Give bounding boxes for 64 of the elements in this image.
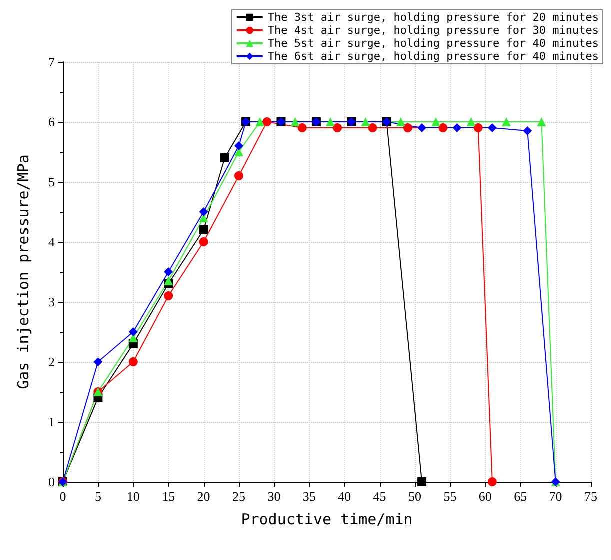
point (432, 118, 441, 126)
point (438, 124, 448, 132)
x-tick-label: 5 (94, 489, 102, 504)
point (523, 126, 532, 136)
point (502, 118, 512, 126)
point (403, 124, 412, 132)
point (418, 478, 427, 486)
point (368, 124, 378, 132)
y-tick-label: 4 (48, 234, 56, 250)
point (396, 118, 406, 126)
point (262, 118, 272, 126)
x-tick-label: 70 (549, 489, 562, 504)
x-tick-label: 0 (60, 489, 66, 504)
point (199, 238, 208, 246)
x-tick-label: 25 (232, 489, 246, 504)
x-tick-label: 55 (444, 489, 457, 504)
point (199, 208, 208, 216)
point (164, 268, 174, 276)
legend-label: The 3st air surge, holding pressure for 20 minutes (268, 11, 600, 24)
point (256, 118, 265, 126)
x-tick-label: 10 (126, 489, 140, 504)
x-tick-label: 40 (338, 489, 352, 504)
point (164, 292, 174, 300)
point (488, 478, 497, 486)
x-tick-label: 15 (162, 489, 176, 504)
legend-label: The 5st air surge, holding pressure for 40 minutes (268, 37, 600, 50)
point (128, 328, 138, 336)
y-tick-label: 0 (48, 474, 55, 490)
y-tick-label: 6 (48, 114, 56, 130)
y-tick-label: 3 (48, 294, 55, 310)
point (361, 118, 370, 126)
legend-label: The 6st air surge, holding pressure for 40 minutes (268, 50, 600, 63)
point (452, 124, 462, 132)
x-tick-label: 30 (268, 489, 281, 504)
point (466, 118, 476, 126)
x-tick-label: 50 (408, 489, 422, 504)
point (164, 276, 174, 286)
y-axis-title: Gas injection pressure/MPa (14, 154, 32, 390)
point (333, 124, 342, 132)
point (128, 358, 138, 366)
x-tick-label: 75 (584, 489, 598, 504)
point (94, 358, 103, 366)
y-tick-label: 5 (48, 174, 55, 190)
point (290, 118, 300, 126)
point (199, 226, 208, 234)
y-tick-label: 2 (48, 354, 55, 370)
point (488, 124, 497, 132)
point (234, 142, 244, 150)
point (537, 118, 546, 126)
point (418, 124, 427, 132)
x-tick-label: 45 (373, 489, 386, 504)
x-tick-label: 65 (514, 489, 528, 504)
point (326, 118, 336, 126)
legend-label: The 4st air surge, holding pressure for 30 minutes (268, 24, 600, 37)
point (234, 172, 244, 180)
point (298, 124, 307, 132)
point (220, 154, 230, 162)
point (474, 124, 483, 132)
y-tick-label: 1 (48, 414, 55, 430)
x-tick-label: 35 (302, 489, 316, 504)
x-tick-label: 60 (478, 489, 492, 504)
x-axis-title: Productive time/min (241, 510, 413, 528)
x-tick-label: 20 (197, 489, 210, 504)
y-tick-label: 7 (48, 54, 56, 70)
